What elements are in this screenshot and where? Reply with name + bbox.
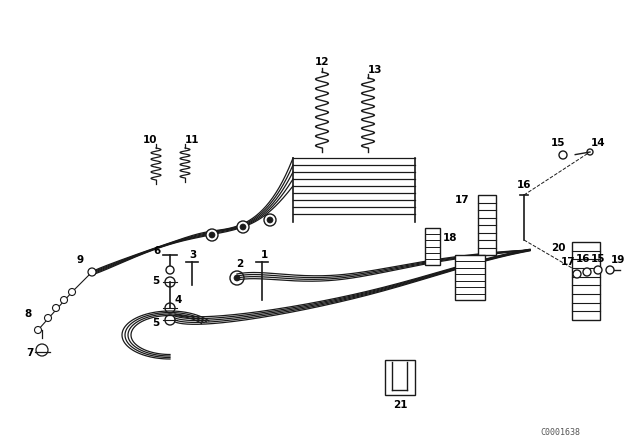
Text: 20: 20: [551, 243, 565, 253]
Text: 13: 13: [368, 65, 382, 75]
Circle shape: [209, 232, 215, 238]
Circle shape: [573, 270, 581, 278]
Text: 9: 9: [76, 255, 84, 265]
Bar: [425, 228, 440, 265]
Circle shape: [206, 229, 218, 241]
Text: 18: 18: [443, 233, 457, 243]
Circle shape: [267, 217, 273, 223]
Text: 16: 16: [516, 180, 531, 190]
Circle shape: [234, 275, 240, 281]
Text: 21: 21: [393, 400, 407, 410]
Circle shape: [240, 224, 246, 230]
Bar: [455, 255, 485, 300]
Circle shape: [61, 297, 67, 303]
Bar: [572, 242, 600, 320]
Circle shape: [166, 266, 174, 274]
Text: 19: 19: [611, 255, 625, 265]
Circle shape: [606, 266, 614, 274]
Circle shape: [35, 327, 42, 333]
Text: 5: 5: [152, 276, 159, 286]
Circle shape: [587, 149, 593, 155]
Circle shape: [88, 268, 96, 276]
Circle shape: [559, 151, 567, 159]
Text: 16: 16: [576, 254, 590, 264]
Text: 5: 5: [152, 318, 159, 328]
Text: 1: 1: [260, 250, 268, 260]
Text: 6: 6: [154, 246, 161, 256]
Text: 7: 7: [26, 348, 34, 358]
Text: 8: 8: [24, 309, 31, 319]
Circle shape: [237, 221, 249, 233]
Circle shape: [52, 305, 60, 311]
Circle shape: [583, 268, 591, 276]
Text: 2: 2: [236, 259, 244, 269]
Text: 12: 12: [315, 57, 329, 67]
Text: 4: 4: [174, 295, 182, 305]
Text: 15: 15: [591, 254, 605, 264]
Text: 17: 17: [454, 195, 469, 205]
Circle shape: [45, 314, 51, 322]
Text: 10: 10: [143, 135, 157, 145]
Circle shape: [68, 289, 76, 296]
Bar: [385, 360, 415, 395]
Text: 14: 14: [591, 138, 605, 148]
Circle shape: [264, 214, 276, 226]
Bar: [478, 195, 496, 255]
Text: 17: 17: [561, 257, 575, 267]
Text: 3: 3: [189, 250, 196, 260]
Circle shape: [594, 266, 602, 274]
Text: 15: 15: [551, 138, 565, 148]
Text: C0001638: C0001638: [540, 427, 580, 436]
Text: 11: 11: [185, 135, 199, 145]
